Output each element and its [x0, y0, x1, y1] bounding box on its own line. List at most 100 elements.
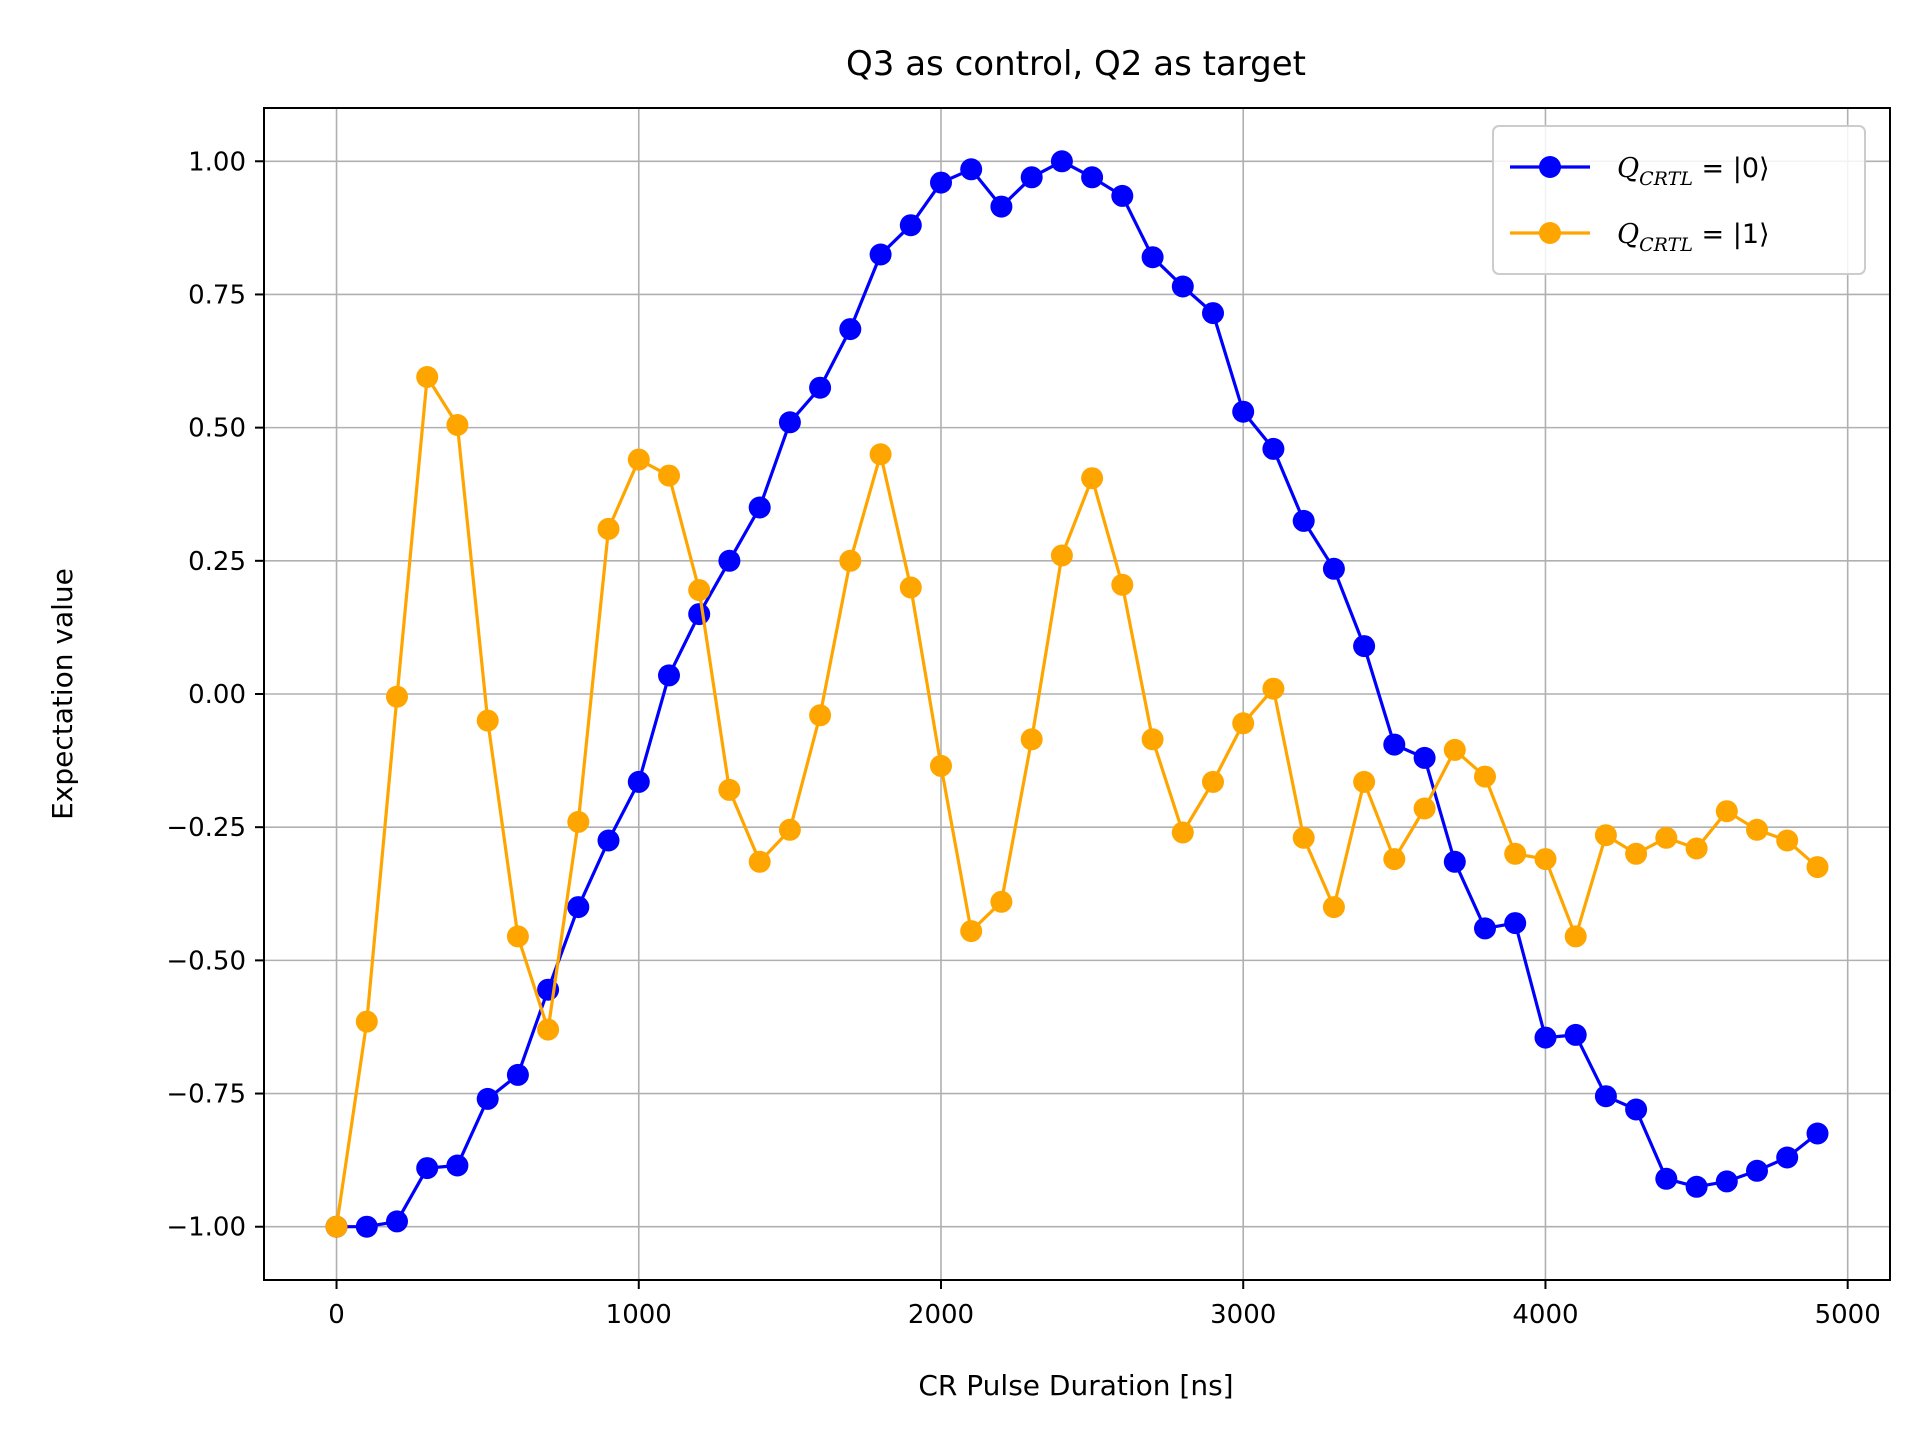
data-point — [1564, 925, 1587, 948]
data-point — [1504, 912, 1527, 935]
data-point — [839, 549, 862, 572]
y-tick-label: 0.75 — [188, 280, 246, 310]
data-point — [1383, 733, 1406, 756]
y-tick-label: 0.00 — [188, 680, 246, 710]
data-point — [1020, 728, 1043, 751]
data-point — [355, 1215, 378, 1238]
y-tick-label: −0.75 — [166, 1080, 246, 1110]
data-point — [325, 1215, 348, 1238]
legend-label-rest: = |1⟩ — [1693, 219, 1770, 250]
legend: QCRTL = |0⟩ QCRTL = |1⟩ — [1492, 125, 1866, 275]
data-point — [567, 810, 590, 833]
data-point — [809, 376, 832, 399]
data-point — [1050, 544, 1073, 567]
data-point — [1715, 1170, 1738, 1193]
y-tick-label: −0.25 — [166, 813, 246, 843]
data-point — [1443, 850, 1466, 873]
data-point — [1534, 1026, 1557, 1049]
series-0 — [325, 150, 1829, 1238]
data-point — [1292, 826, 1315, 849]
data-point — [1715, 800, 1738, 823]
data-point — [1081, 467, 1104, 490]
x-tick-label: 1000 — [606, 1300, 672, 1330]
data-point — [597, 829, 620, 852]
legend-entry-1: QCRTL = |1⟩ — [1510, 219, 1770, 256]
data-point — [416, 366, 439, 388]
data-point — [1655, 1167, 1678, 1190]
legend-label: QCRTL = |0⟩ — [1617, 153, 1770, 190]
chart-title: Q3 as control, Q2 as target — [846, 44, 1306, 84]
data-point — [748, 850, 771, 873]
legend-label-subscript: CRTL — [1639, 168, 1693, 190]
data-point — [1564, 1023, 1587, 1046]
data-point — [1443, 738, 1466, 761]
data-point — [718, 778, 741, 801]
data-point — [1776, 1146, 1799, 1169]
data-point — [930, 171, 952, 194]
data-point — [1594, 824, 1617, 847]
data-point — [627, 448, 650, 471]
data-point — [1322, 896, 1345, 919]
data-point — [1625, 1098, 1648, 1121]
data-point — [506, 925, 529, 948]
data-point — [1655, 826, 1678, 849]
data-point — [899, 576, 922, 599]
x-tick-label: 0 — [328, 1300, 345, 1330]
data-point — [1685, 837, 1708, 860]
data-point — [506, 1063, 529, 1086]
data-point — [658, 664, 680, 687]
x-tick-label: 3000 — [1210, 1300, 1276, 1330]
data-point — [1594, 1085, 1617, 1108]
data-point — [658, 464, 680, 487]
data-point — [809, 704, 832, 727]
y-tick-label: −0.50 — [166, 946, 246, 976]
data-point — [778, 818, 801, 841]
data-point — [778, 411, 801, 434]
data-point — [1081, 166, 1104, 189]
data-point — [1474, 765, 1496, 788]
data-point — [386, 685, 408, 708]
data-point — [355, 1010, 378, 1033]
data-point — [899, 214, 922, 237]
data-point — [1050, 150, 1073, 173]
legend-entry-0: QCRTL = |0⟩ — [1510, 153, 1770, 190]
x-tick-label: 4000 — [1512, 1300, 1578, 1330]
data-point — [1262, 677, 1285, 700]
data-point — [688, 579, 711, 602]
data-point — [1292, 509, 1315, 532]
grid — [264, 108, 1890, 1280]
data-point — [1474, 917, 1496, 940]
data-point — [1413, 746, 1436, 769]
data-point — [1232, 400, 1255, 423]
data-point — [839, 318, 862, 341]
data-point — [1322, 557, 1345, 580]
data-point — [1353, 770, 1376, 793]
x-axis-title: CR Pulse Duration [ns] — [918, 1369, 1233, 1402]
data-point — [1232, 712, 1255, 735]
series-line — [334, 375, 1819, 1227]
data-point — [1685, 1175, 1708, 1198]
y-tick-label: 0.25 — [188, 547, 246, 577]
data-point — [386, 1210, 408, 1233]
data-point — [476, 709, 499, 732]
data-point — [1141, 728, 1164, 751]
data-point — [869, 243, 892, 266]
data-point — [446, 1154, 469, 1177]
x-tick-label: 5000 — [1815, 1300, 1881, 1330]
data-point — [960, 920, 983, 943]
series-layer — [325, 150, 1829, 1238]
legend-swatch-marker — [1539, 222, 1561, 244]
data-point — [688, 603, 711, 626]
data-point — [718, 549, 741, 572]
data-point — [1806, 856, 1829, 879]
data-point — [1111, 573, 1134, 596]
data-point — [1746, 1159, 1768, 1182]
y-tick-label: −1.00 — [166, 1213, 246, 1243]
series-1 — [325, 366, 1829, 1238]
data-point — [1171, 275, 1194, 298]
legend-frame — [1492, 125, 1866, 275]
data-point — [1171, 821, 1194, 844]
data-point — [1202, 770, 1224, 793]
data-point — [1776, 829, 1799, 852]
